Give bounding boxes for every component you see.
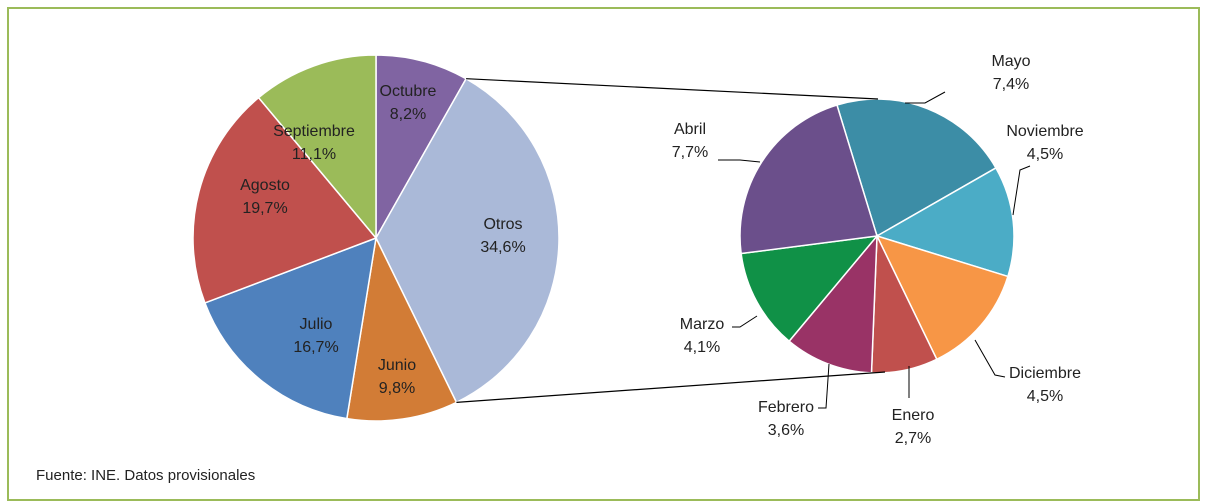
pie-slice (375, 54, 468, 241)
leader-line (905, 91, 946, 104)
value-label: 11,1% (292, 146, 336, 163)
slice-label: Abril (674, 121, 706, 138)
slice-label: Otros (483, 216, 522, 233)
slice-label: Marzo (680, 316, 725, 333)
frame (7, 7, 1200, 501)
pie-slice (740, 235, 879, 343)
slice-label: Enero (892, 407, 935, 424)
value-label: 2,7% (895, 430, 931, 447)
connector-line (466, 78, 879, 100)
pie-slice (875, 234, 1009, 361)
leader-line (974, 339, 1006, 378)
slice-label: Mayo (991, 53, 1030, 70)
slice-label: Octubre (380, 83, 437, 100)
pie-slice (257, 54, 377, 241)
slice-label: Febrero (758, 399, 814, 416)
value-label: 4,5% (1027, 146, 1063, 163)
source-note: Fuente: INE. Datos provisionales (36, 467, 255, 484)
value-label: 4,5% (1027, 388, 1063, 405)
slice-label: Noviembre (1006, 123, 1083, 140)
pie-slice (345, 235, 458, 422)
pie-slice (739, 104, 878, 255)
pie-slice (875, 166, 1015, 278)
leader-line (1012, 165, 1031, 216)
value-label: 34,6% (480, 239, 525, 256)
slice-label: Septiembre (273, 123, 355, 140)
value-label: 8,2% (390, 106, 426, 123)
value-label: 16,7% (293, 339, 338, 356)
slice-label: Diciembre (1009, 365, 1081, 382)
slice-label: Agosto (240, 177, 290, 194)
value-label: 19,7% (242, 200, 287, 217)
value-label: 3,6% (768, 422, 804, 439)
pie-slice (192, 96, 378, 304)
value-label: 7,4% (993, 76, 1029, 93)
pie-slice (203, 236, 377, 420)
leader-line (732, 315, 758, 328)
pie-slice (375, 77, 560, 404)
slice-label: Julio (300, 316, 333, 333)
leader-line (818, 363, 830, 409)
slice-label: Junio (378, 357, 416, 374)
leader-line (718, 159, 761, 163)
pie-slice (836, 98, 997, 238)
value-label: 9,8% (379, 380, 415, 397)
connector-line (456, 371, 886, 403)
value-label: 4,1% (684, 339, 720, 356)
value-label: 7,7% (672, 144, 708, 161)
